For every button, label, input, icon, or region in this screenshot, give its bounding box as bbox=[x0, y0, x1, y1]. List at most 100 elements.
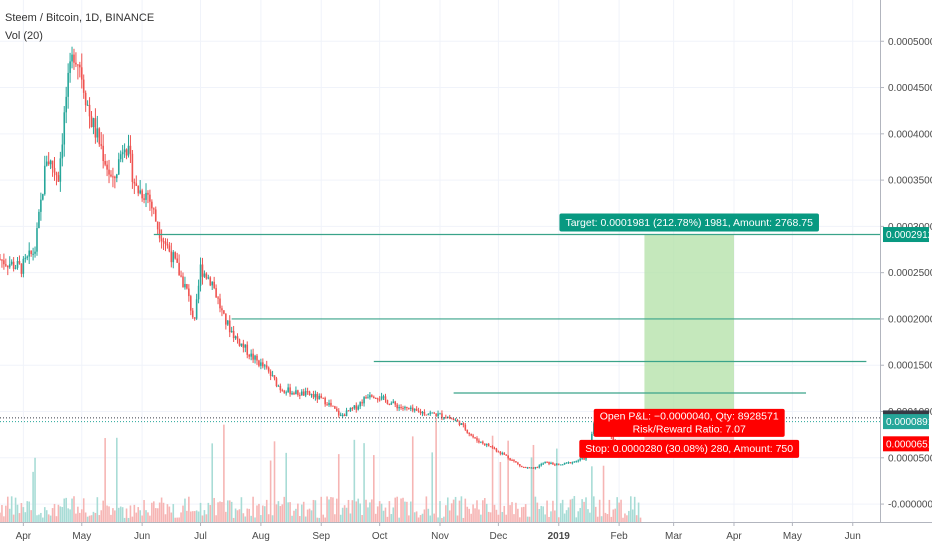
candle-body bbox=[114, 176, 116, 179]
volume-bar bbox=[378, 501, 381, 522]
volume-bar bbox=[82, 498, 85, 522]
volume-bar bbox=[343, 505, 346, 522]
price-tick-label: 0.0004500 bbox=[888, 83, 932, 94]
candle-body bbox=[5, 264, 7, 266]
volume-bar bbox=[30, 510, 32, 522]
candle-body bbox=[550, 462, 552, 465]
volume-bar bbox=[571, 498, 574, 522]
candle-body bbox=[411, 407, 414, 411]
volume-bar bbox=[583, 501, 585, 522]
candle-body bbox=[474, 437, 476, 439]
volume-bar bbox=[162, 502, 165, 522]
candle-body bbox=[151, 201, 153, 209]
candle-body bbox=[112, 176, 114, 178]
volume-bar bbox=[501, 511, 504, 522]
volume-bar bbox=[365, 499, 367, 522]
volume-bar bbox=[472, 504, 474, 522]
candle-body bbox=[213, 281, 215, 289]
candle-body bbox=[125, 149, 128, 156]
price-axis-bg bbox=[881, 0, 932, 550]
volume-bar bbox=[215, 515, 217, 522]
candle-body bbox=[98, 128, 101, 145]
candle-body bbox=[396, 404, 398, 409]
volume-indicator-label: Vol (20) bbox=[5, 30, 43, 42]
candle-body bbox=[141, 190, 143, 199]
volume-bar bbox=[361, 515, 363, 522]
candle-body bbox=[225, 313, 227, 325]
volume-bar bbox=[5, 505, 7, 522]
volume-bar bbox=[312, 499, 315, 522]
candle-body bbox=[295, 390, 297, 395]
volume-bar bbox=[137, 507, 140, 522]
time-tick-label: 2019 bbox=[548, 531, 571, 542]
horizontal-levels[interactable] bbox=[0, 233, 880, 423]
volume-bar bbox=[42, 517, 44, 522]
candle-body bbox=[0, 258, 1, 260]
volume-bar bbox=[59, 506, 62, 522]
volume-bar bbox=[478, 509, 480, 522]
candle-body bbox=[328, 402, 330, 406]
candle-body bbox=[511, 460, 513, 462]
volume-bar bbox=[203, 510, 206, 522]
volume-bar bbox=[22, 507, 25, 522]
volume-bar bbox=[230, 501, 233, 522]
candle-body bbox=[217, 297, 219, 299]
volume-bar bbox=[77, 506, 79, 522]
volume-bar bbox=[446, 497, 449, 522]
candle-body bbox=[186, 284, 188, 289]
volume-bar bbox=[297, 503, 299, 522]
candle-body bbox=[548, 461, 550, 465]
volume-bar bbox=[386, 516, 389, 522]
candle-body bbox=[16, 261, 19, 268]
candle-body bbox=[406, 406, 408, 408]
candle-body bbox=[143, 198, 145, 200]
candle-body bbox=[409, 407, 412, 409]
candle-body bbox=[30, 250, 32, 254]
candle-body bbox=[437, 413, 439, 417]
candle-body bbox=[359, 402, 361, 407]
candle-body bbox=[404, 406, 406, 409]
target-label: Target: 0.0001981 (212.78%) 1981, Amount… bbox=[559, 213, 819, 232]
candle-body bbox=[458, 420, 461, 425]
volume-bar bbox=[628, 510, 630, 522]
candle-body bbox=[238, 339, 241, 346]
candle-body bbox=[579, 458, 581, 461]
candle-body bbox=[378, 399, 381, 401]
volume-bar bbox=[170, 512, 173, 522]
candle-body bbox=[176, 258, 178, 263]
candle-body bbox=[345, 410, 348, 417]
candle-body bbox=[154, 209, 157, 222]
candle-body bbox=[275, 378, 278, 387]
price-label-bg bbox=[883, 436, 929, 452]
volume-bar bbox=[322, 514, 324, 522]
candle-body bbox=[357, 406, 360, 410]
candle-body bbox=[402, 407, 404, 409]
candle-body bbox=[139, 190, 141, 194]
candle-body bbox=[552, 462, 554, 465]
volume-bar bbox=[20, 503, 23, 522]
volume-bar bbox=[217, 502, 219, 522]
volume-bar bbox=[73, 496, 75, 522]
volume-bar bbox=[26, 501, 29, 522]
volume-bar bbox=[112, 508, 114, 522]
volume-bar bbox=[283, 496, 286, 522]
open-pnl-text: Open P&L: −0.0000040, Qty: 8928571 bbox=[600, 411, 779, 423]
candle-body bbox=[182, 276, 184, 288]
volume-bar bbox=[415, 511, 418, 522]
open-pnl-bg bbox=[593, 408, 785, 437]
volume-bar bbox=[542, 506, 544, 522]
volume-bar bbox=[409, 501, 412, 522]
candle-body bbox=[462, 423, 465, 425]
candle-body bbox=[36, 228, 38, 252]
candle-body bbox=[439, 413, 441, 415]
candle-body bbox=[119, 154, 122, 160]
volume-bar bbox=[454, 496, 457, 522]
volume-bar bbox=[355, 501, 358, 522]
volume-bar bbox=[84, 512, 87, 522]
volume-bar bbox=[267, 514, 270, 522]
candle-body bbox=[250, 353, 252, 357]
candle-body bbox=[106, 164, 108, 170]
